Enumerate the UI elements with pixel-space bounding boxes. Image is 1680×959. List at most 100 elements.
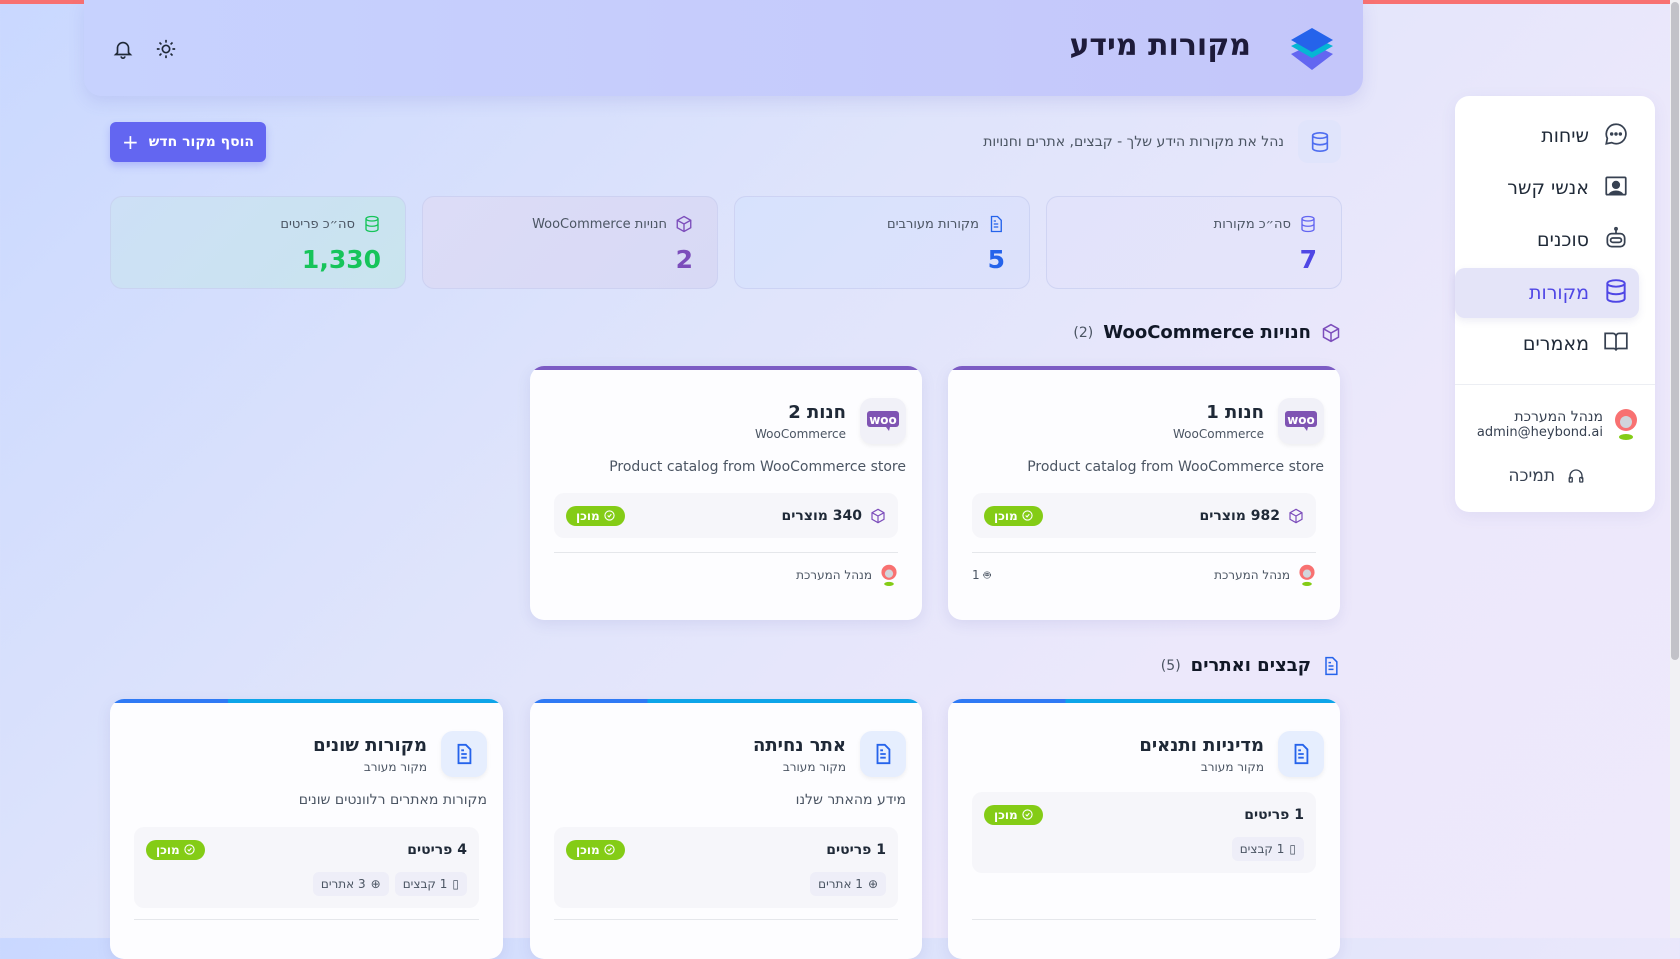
status-badge: מוכן: [566, 505, 625, 526]
sidebar-item-label: אנשי קשר: [1507, 177, 1589, 199]
scrollbar-thumb[interactable]: [1671, 2, 1679, 660]
page-title: מקורות מידע: [1069, 28, 1251, 63]
book-icon: [1603, 329, 1629, 360]
contact-icon: [1603, 173, 1629, 204]
bell-icon[interactable]: [110, 36, 136, 62]
card-subtitle: WooCommerce: [1173, 427, 1264, 441]
avatar: [1615, 409, 1637, 440]
card-title: חנות 2: [788, 402, 846, 423]
status-badge: מוכן: [146, 839, 205, 860]
card-divider: [554, 552, 898, 553]
item-count: 340 מוצרים: [781, 507, 862, 524]
sidebar-item-agents[interactable]: סוכנים: [1471, 215, 1639, 265]
stat-value: 7: [1299, 245, 1317, 274]
card-divider: [972, 919, 1316, 920]
chip: ▯ 1 קבצים: [1231, 837, 1304, 861]
add-source-button[interactable]: הוסף מקור חדש +: [110, 122, 266, 162]
card-subtitle: WooCommerce: [755, 427, 846, 441]
sidebar-item-label: מקורות: [1529, 282, 1589, 304]
sidebar-divider: [1455, 384, 1655, 385]
sidebar-item-sources[interactable]: מקורות: [1455, 268, 1639, 318]
chip-label: 3 אתרים: [320, 877, 366, 891]
woo-section-header: חנויות WooCommerce (2): [1073, 322, 1341, 343]
check-circle-icon: [604, 844, 615, 855]
section-title: קבצים ואתרים: [1190, 655, 1311, 676]
box-icon: [1289, 508, 1303, 523]
scrollbar[interactable]: [1670, 0, 1680, 938]
card-accent-bar: [948, 699, 1340, 703]
file-icon: ▯: [1289, 842, 1296, 856]
card-title: מקורות שונים: [313, 735, 427, 756]
card-divider: [134, 919, 479, 920]
sidebar: שיחות אנשי קשר סוכנים מקורות מאמרים מנהל…: [1455, 96, 1655, 512]
chip: ⊕ 1 אתרים: [810, 872, 886, 896]
card-description: Product catalog from WooCommerce store: [609, 459, 906, 475]
source-card[interactable]: מדיניות ותנאים מקור מעורב 1 פריטים מוכן ▯…: [948, 699, 1340, 959]
stat-label: סה״כ מקורות: [1213, 216, 1291, 232]
user-profile[interactable]: מנהל המערכת admin@heybond.ai: [1477, 408, 1639, 440]
document-icon: [860, 731, 906, 777]
svg-text:woo: woo: [869, 413, 897, 427]
status-badge: מוכן: [984, 505, 1043, 526]
card-accent-bar: [530, 699, 922, 703]
stat-woo-stores: חנויות WooCommerce 2: [422, 196, 718, 289]
database-icon: [1298, 120, 1341, 163]
status-label: מוכן: [576, 508, 600, 523]
avatar: [1299, 564, 1315, 586]
card-description: מקורות מאתרים רלוונטים שונים: [298, 792, 487, 808]
woocommerce-icon: woo: [1278, 398, 1324, 444]
box-icon: [871, 508, 885, 523]
layers-logo-icon: [1289, 26, 1335, 72]
check-circle-icon: [1022, 510, 1033, 521]
page-subtitle-row: נהל את מקורות הידע שלך - קבצים, אתרים וח…: [983, 120, 1341, 163]
support-link[interactable]: תמיכה: [1508, 466, 1585, 486]
svg-text:woo: woo: [1287, 413, 1315, 427]
stat-value: 1,330: [301, 245, 381, 274]
chip-label: 1 קבצים: [402, 877, 448, 891]
status-label: מוכן: [994, 807, 1018, 822]
avatar: [881, 564, 897, 586]
page-subtitle: נהל את מקורות הידע שלך - קבצים, אתרים וח…: [983, 133, 1284, 150]
source-card[interactable]: מקורות שונים מקור מעורב מקורות מאתרים רל…: [110, 699, 503, 959]
sidebar-item-articles[interactable]: מאמרים: [1471, 319, 1639, 369]
stat-mixed-sources: מקורות מעורבים 5: [734, 196, 1030, 289]
card-accent-bar: [530, 366, 922, 370]
card-stats-box: 340 מוצרים מוכן: [554, 493, 898, 538]
sun-icon[interactable]: [153, 36, 179, 62]
document-icon: [441, 731, 487, 777]
owner-name: מנהל המערכת: [796, 568, 872, 582]
store-card[interactable]: woo חנות 2 WooCommerce Product catalog f…: [530, 366, 922, 620]
chip: ⊕ 3 אתרים: [312, 872, 389, 896]
card-stats-box: 1 פריטים מוכן ▯ 1 קבצים: [972, 792, 1316, 873]
sidebar-item-label: סוכנים: [1536, 229, 1589, 251]
database-icon: [1301, 215, 1315, 233]
store-card[interactable]: woo חנות 1 WooCommerce Product catalog f…: [948, 366, 1340, 620]
database-icon: [1603, 278, 1629, 309]
stat-label: מקורות מעורבים: [886, 216, 979, 232]
status-label: מוכן: [576, 842, 600, 857]
card-title: חנות 1: [1206, 402, 1264, 423]
sidebar-item-contacts[interactable]: אנשי קשר: [1471, 163, 1639, 213]
card-title: אתר נחיתה: [753, 735, 846, 756]
headphones-icon: [1568, 469, 1584, 483]
item-count: 1 פריטים: [1244, 806, 1304, 823]
card-subtitle: מקור מעורב: [1200, 760, 1264, 774]
item-count: 1 פריטים: [826, 841, 886, 858]
stat-value: 5: [987, 245, 1005, 274]
stat-label: חנויות WooCommerce: [532, 216, 667, 232]
document-icon: [990, 215, 1002, 233]
card-stats-box: 4 פריטים מוכן ▯ 1 קבצים ⊕ 3 אתרים: [134, 827, 479, 908]
sidebar-item-chats[interactable]: שיחות: [1471, 111, 1639, 161]
stat-label: סה״כ פריטים: [280, 216, 355, 232]
check-circle-icon: [604, 510, 615, 521]
status-label: מוכן: [994, 508, 1018, 523]
owner-name: מנהל המערכת: [1214, 568, 1290, 582]
user-name: מנהל המערכת: [1514, 408, 1603, 425]
card-description: Product catalog from WooCommerce store: [1027, 459, 1324, 475]
source-card[interactable]: אתר נחיתה מקור מעורב מידע מהאתר שלנו 1 פ…: [530, 699, 922, 959]
card-divider: [554, 919, 898, 920]
card-stats-box: 1 פריטים מוכן ⊕ 1 אתרים: [554, 827, 898, 908]
add-source-label: הוסף מקור חדש: [148, 134, 255, 150]
card-subtitle: מקור מעורב: [782, 760, 846, 774]
stat-total-sources: סה״כ מקורות 7: [1046, 196, 1342, 289]
